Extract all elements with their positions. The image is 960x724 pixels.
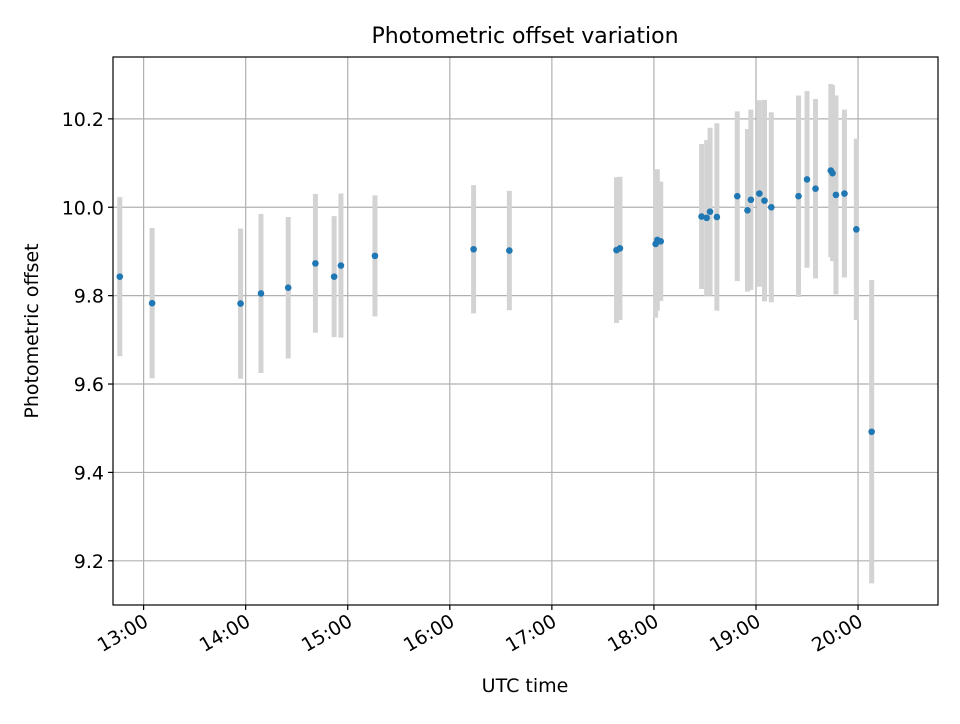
data-point [803,176,811,183]
data-point [657,237,665,245]
data-point [312,260,319,267]
y-tick-label: 9.2 [74,551,104,573]
data-point [744,207,751,214]
data-point [706,208,714,215]
data-point [506,247,513,254]
data-point [337,262,345,269]
chart-title: Photometric offset variation [371,24,678,49]
data-point [148,299,156,307]
x-axis-label: UTC time [482,675,569,697]
data-point [767,203,775,211]
data-point [761,197,768,204]
data-point [829,169,836,177]
data-point [284,284,292,291]
data-point [853,226,860,233]
data-point [747,196,755,204]
y-axis-label: Photometric offset [21,243,43,418]
y-tick-label: 9.4 [74,462,104,484]
y-tick-label: 10.2 [62,109,104,131]
y-tick-label: 9.8 [74,286,104,308]
data-point [733,192,741,200]
data-point [713,213,721,221]
data-point [616,245,624,252]
data-point [795,192,802,200]
data-point [237,300,244,307]
data-point [257,290,265,297]
data-point [470,245,477,253]
data-point [703,214,710,222]
y-tick-label: 9.6 [74,374,104,396]
y-tick-label: 10.0 [62,197,104,219]
plot-frame [112,56,939,606]
data-point [812,185,819,192]
data-point [116,273,124,280]
data-point [841,190,848,197]
data-point [330,273,338,280]
data-points [116,167,875,436]
data-point [832,191,840,199]
data-point [371,252,379,260]
data-point [868,428,875,436]
data-point [756,190,763,197]
data-point [698,213,705,220]
